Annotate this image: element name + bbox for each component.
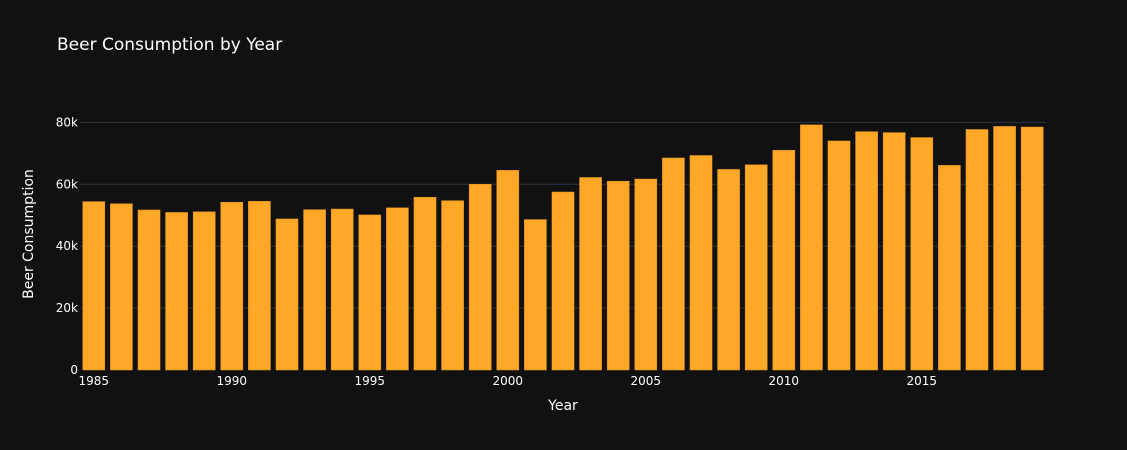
chart-title: Beer Consumption by Year xyxy=(57,35,282,55)
bar[interactable] xyxy=(551,191,575,371)
bar[interactable] xyxy=(303,209,326,371)
bar[interactable] xyxy=(413,197,437,371)
bar[interactable] xyxy=(330,208,354,371)
y-tick-label: 80k xyxy=(56,115,78,129)
bar[interactable] xyxy=(800,124,823,371)
x-tick-label: 2005 xyxy=(631,374,662,388)
x-tick-label: 2000 xyxy=(493,374,524,388)
y-axis-ticks: 0 20k 40k 60k 80k xyxy=(56,115,78,377)
bar[interactable] xyxy=(358,214,382,371)
bar[interactable] xyxy=(662,157,685,371)
bar[interactable] xyxy=(137,209,161,371)
y-tick-label: 0 xyxy=(70,363,78,377)
bar[interactable] xyxy=(579,177,602,371)
y-tick-label: 20k xyxy=(56,301,78,315)
x-tick-label: 1990 xyxy=(217,374,248,388)
bar[interactable] xyxy=(248,201,271,371)
x-tick-label: 1985 xyxy=(79,374,110,388)
bar[interactable] xyxy=(192,211,216,371)
bar[interactable] xyxy=(468,184,492,371)
bar[interactable] xyxy=(441,200,464,371)
bar[interactable] xyxy=(772,149,796,371)
bar[interactable] xyxy=(910,137,934,371)
bars xyxy=(82,124,1044,371)
x-axis-ticks: 1985 1990 1995 2000 2005 2010 2015 xyxy=(79,374,938,388)
bar[interactable] xyxy=(882,132,906,371)
bar[interactable] xyxy=(1020,126,1044,371)
bar[interactable] xyxy=(82,201,106,371)
bar[interactable] xyxy=(110,203,133,371)
bar[interactable] xyxy=(938,165,961,371)
bar[interactable] xyxy=(993,126,1016,371)
y-tick-label: 40k xyxy=(56,239,78,253)
x-tick-label: 1995 xyxy=(355,374,386,388)
bar[interactable] xyxy=(855,131,878,371)
y-axis-title: Beer Consumption xyxy=(21,169,37,299)
bar[interactable] xyxy=(965,129,989,371)
bar[interactable] xyxy=(220,201,244,371)
bar[interactable] xyxy=(496,170,520,371)
bar[interactable] xyxy=(827,140,851,371)
bar[interactable] xyxy=(165,212,188,371)
x-tick-label: 2015 xyxy=(907,374,938,388)
bar[interactable] xyxy=(744,164,768,371)
x-tick-label: 2010 xyxy=(769,374,800,388)
bar[interactable] xyxy=(275,218,299,371)
bar[interactable] xyxy=(606,180,630,371)
bar[interactable] xyxy=(386,207,409,371)
bar[interactable] xyxy=(717,169,740,371)
x-axis-title: Year xyxy=(547,398,578,414)
bar[interactable] xyxy=(634,178,658,371)
bar[interactable] xyxy=(689,155,713,371)
y-tick-label: 60k xyxy=(56,177,78,191)
bar[interactable] xyxy=(524,219,547,371)
